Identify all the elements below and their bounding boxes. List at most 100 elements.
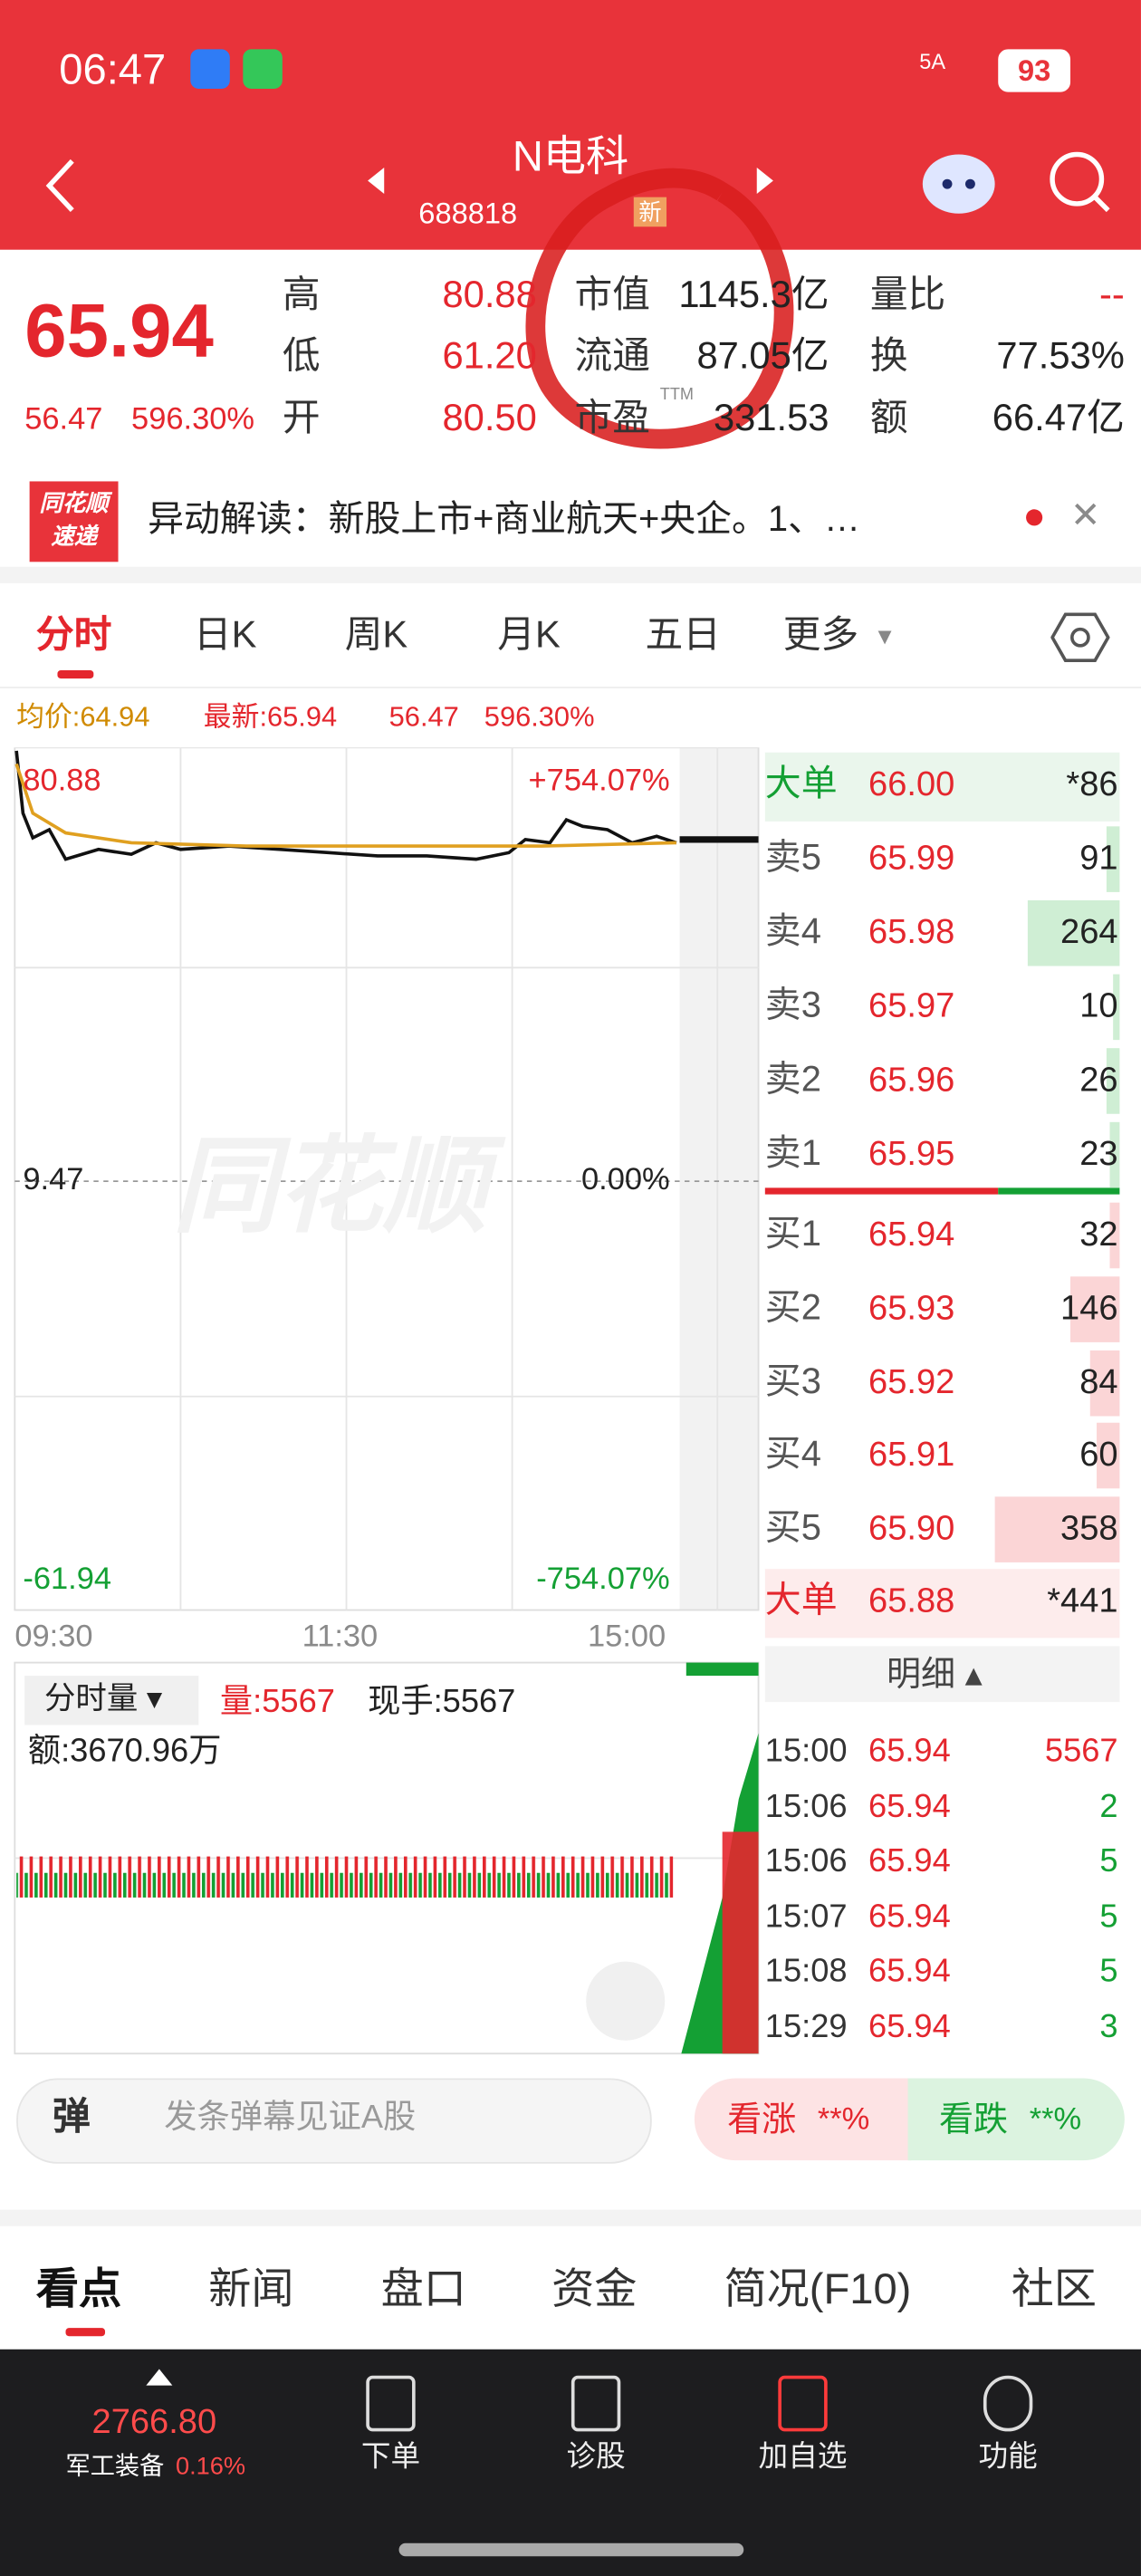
annotation-circle bbox=[525, 168, 794, 449]
stat-value: 61.20 bbox=[442, 333, 537, 377]
stat-value: 1145.3亿 bbox=[678, 273, 829, 316]
book-qty: 60 bbox=[1079, 1436, 1118, 1475]
trade-price: 65.94 bbox=[868, 1733, 951, 1770]
book-price: 66.00 bbox=[868, 765, 955, 803]
book-price: 65.98 bbox=[868, 913, 955, 952]
nav-label[interactable]: 加自选 bbox=[758, 2439, 848, 2473]
volume-selector[interactable]: 分时量 ▾ bbox=[24, 1676, 199, 1725]
info-change: 56.47 bbox=[388, 701, 459, 733]
stock-title: N电科 bbox=[512, 131, 629, 181]
separator bbox=[0, 566, 1141, 583]
watermark: 同花顺 bbox=[172, 1127, 488, 1245]
chart-tab[interactable]: 五日 bbox=[645, 612, 721, 656]
book-bar bbox=[994, 1496, 1120, 1563]
danmu-input[interactable] bbox=[16, 2078, 652, 2164]
chart-tab[interactable]: 分时 bbox=[35, 612, 112, 656]
book-price: 65.95 bbox=[868, 1135, 955, 1174]
status-time: 06:47 bbox=[59, 43, 167, 94]
book-qty: 26 bbox=[1079, 1061, 1118, 1100]
content-tab[interactable]: 看点 bbox=[35, 2264, 122, 2313]
book-price: 65.97 bbox=[868, 987, 955, 1025]
trade-price: 65.94 bbox=[868, 1843, 951, 1879]
nav-icon[interactable] bbox=[366, 2375, 416, 2432]
book-qty: *86 bbox=[1066, 765, 1118, 803]
search-icon[interactable] bbox=[1050, 151, 1105, 207]
news-close[interactable]: ✕ bbox=[1070, 494, 1101, 536]
stat-label: 换 bbox=[869, 333, 908, 377]
nav-icon[interactable] bbox=[570, 2375, 621, 2432]
news-badge: 同花顺 速递 bbox=[29, 481, 119, 562]
content-tab[interactable]: 新闻 bbox=[208, 2264, 294, 2313]
trade-price: 65.94 bbox=[868, 1788, 951, 1825]
trade-time: 15:06 bbox=[764, 1788, 848, 1825]
change: 56.47 bbox=[24, 402, 103, 437]
tab-indicator bbox=[57, 670, 94, 679]
back-button[interactable] bbox=[45, 159, 74, 213]
stat-label: 市盈 bbox=[574, 396, 650, 439]
status-icon bbox=[243, 49, 283, 89]
settings-icon[interactable] bbox=[1050, 611, 1110, 664]
time-label: 15:00 bbox=[588, 1620, 666, 1655]
pct-label-bottom: -754.07% bbox=[536, 1562, 670, 1598]
chart-tab[interactable]: 月K bbox=[497, 612, 561, 656]
book-qty: 32 bbox=[1079, 1216, 1118, 1254]
separator bbox=[0, 2209, 1141, 2226]
book-qty: 358 bbox=[1060, 1510, 1118, 1548]
index-percent: 0.16% bbox=[175, 2453, 246, 2481]
book-bar bbox=[1070, 1275, 1120, 1342]
book-label: 卖4 bbox=[764, 909, 821, 952]
badge-line: 同花顺 bbox=[39, 489, 109, 516]
content-tab[interactable]: 社区 bbox=[1011, 2264, 1098, 2313]
stat-value: 66.47亿 bbox=[992, 396, 1125, 439]
book-label: 大单 bbox=[764, 1579, 838, 1620]
down-button[interactable] bbox=[907, 2078, 1125, 2161]
down-percent: **% bbox=[1029, 2102, 1082, 2138]
nav-label[interactable]: 功能 bbox=[978, 2439, 1038, 2473]
content-tab[interactable]: 盘口 bbox=[380, 2264, 466, 2313]
book-bar bbox=[1109, 1121, 1120, 1188]
stat-value: -- bbox=[1099, 273, 1125, 316]
trade-time: 15:06 bbox=[764, 1843, 848, 1879]
divider bbox=[0, 687, 1141, 688]
up-button[interactable] bbox=[694, 2078, 912, 2161]
stat-label: 市值 bbox=[574, 273, 650, 316]
robot-icon[interactable] bbox=[922, 154, 995, 214]
chart-tab[interactable]: 更多 bbox=[782, 612, 859, 656]
book-label: 买1 bbox=[764, 1212, 821, 1254]
index-name: 军工装备 bbox=[65, 2453, 165, 2481]
book-bar bbox=[1106, 1048, 1120, 1114]
book-bg bbox=[764, 752, 1120, 822]
book-bg bbox=[764, 1569, 1120, 1639]
chart-tab[interactable]: 日K bbox=[193, 612, 257, 656]
up-label: 看涨 bbox=[727, 2100, 797, 2139]
trade-qty: 2 bbox=[1099, 1788, 1118, 1825]
detail-bar[interactable] bbox=[764, 1646, 1120, 1703]
time-label: 09:30 bbox=[14, 1620, 93, 1655]
next-stock[interactable] bbox=[756, 168, 773, 195]
book-bar bbox=[1097, 1423, 1120, 1490]
nav-label[interactable]: 下单 bbox=[360, 2439, 421, 2473]
trade-qty: 5 bbox=[1099, 1898, 1118, 1935]
network: 5A bbox=[919, 49, 946, 74]
trade-price: 65.94 bbox=[868, 1953, 951, 1990]
prev-stock[interactable] bbox=[368, 168, 385, 195]
nav-icon[interactable] bbox=[983, 2375, 1033, 2432]
down-label: 看跌 bbox=[938, 2100, 1009, 2139]
chart-tab[interactable]: 周K bbox=[344, 612, 408, 656]
news-text[interactable]: 异动解读：新股上市+商业航天+央企。1、… bbox=[148, 497, 860, 539]
stat-label: 低 bbox=[282, 333, 321, 377]
price: 65.94 bbox=[24, 287, 214, 373]
nav-icon[interactable] bbox=[778, 2375, 828, 2432]
content-tab[interactable]: 资金 bbox=[551, 2264, 638, 2313]
stat-label: 开 bbox=[282, 396, 321, 439]
index-value[interactable]: 2766.80 bbox=[91, 2403, 217, 2442]
tab-indicator bbox=[65, 2328, 106, 2337]
content-tab[interactable]: 简况(F10) bbox=[724, 2264, 912, 2313]
book-bar bbox=[1089, 1350, 1120, 1416]
trade-qty: 5 bbox=[1099, 1843, 1118, 1879]
nav-label[interactable]: 诊股 bbox=[566, 2439, 626, 2473]
stat-value: 80.88 bbox=[442, 273, 537, 316]
battery: 93 bbox=[998, 49, 1071, 92]
y-label-bottom: -61.94 bbox=[23, 1562, 112, 1598]
